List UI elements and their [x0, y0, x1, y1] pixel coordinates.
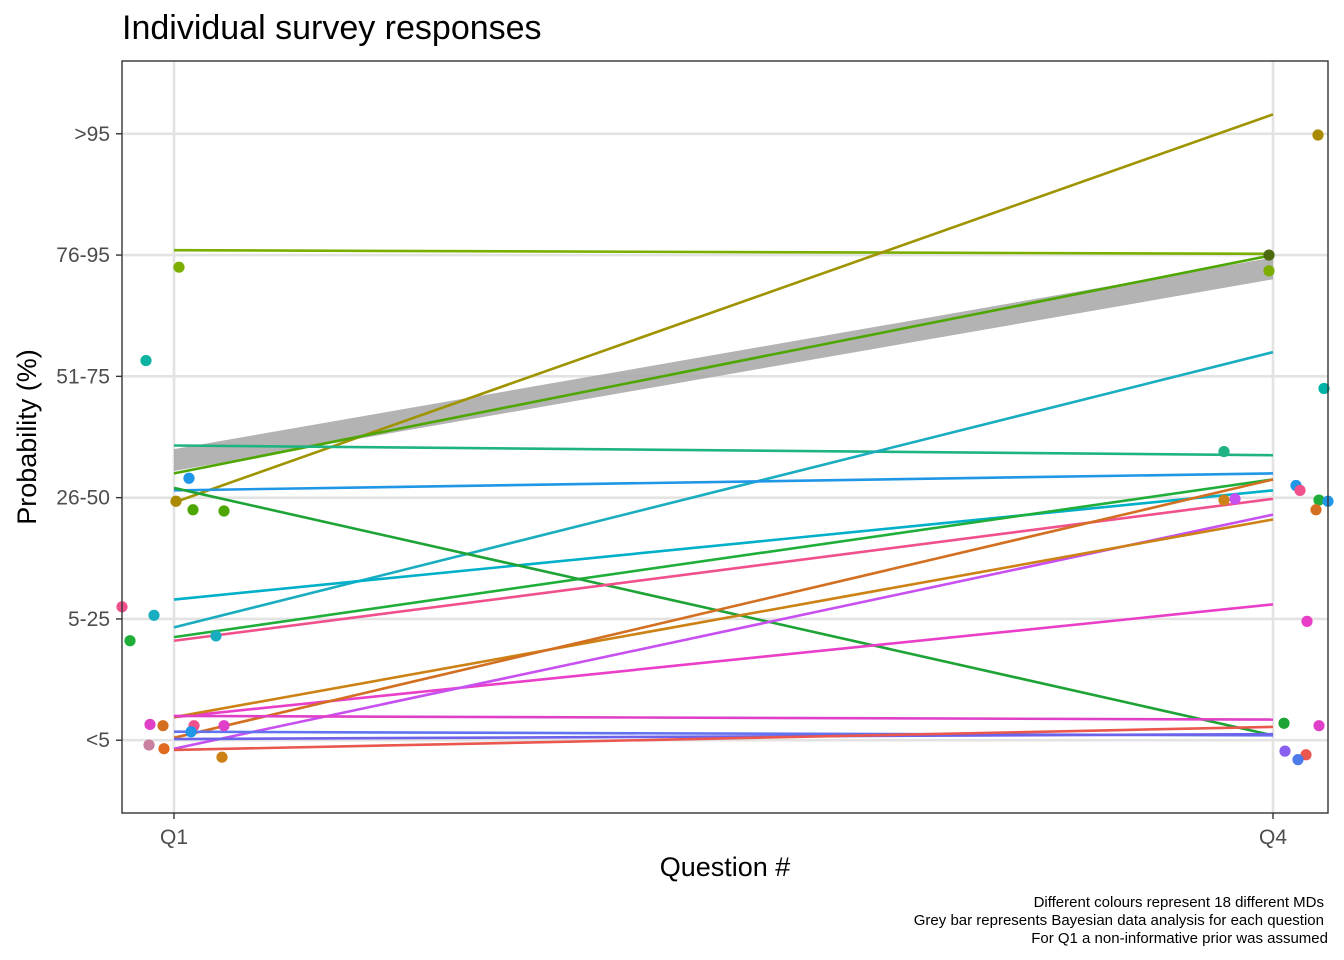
- series-line: [173, 603, 1274, 719]
- caption-line-3: For Q1 a non-informative prior was assum…: [1031, 930, 1328, 947]
- data-point: [173, 261, 185, 273]
- y-axis-title: Probability (%): [12, 349, 42, 525]
- data-point: [1218, 494, 1230, 506]
- data-point: [1301, 615, 1313, 627]
- y-tick-label: 5-25: [68, 608, 110, 631]
- data-points: [116, 129, 1334, 766]
- x-tick-label: Q4: [1259, 826, 1287, 849]
- data-point: [158, 743, 170, 755]
- data-point: [1263, 265, 1275, 277]
- series-line: [173, 489, 1274, 601]
- data-point: [1313, 720, 1325, 732]
- series-line: [173, 472, 1274, 492]
- x-tick-label: Q1: [160, 826, 188, 849]
- y-tick-label: >95: [74, 123, 110, 146]
- series-lines: [173, 113, 1274, 752]
- data-point: [218, 505, 230, 517]
- series-line: [173, 725, 1274, 752]
- data-point: [216, 751, 228, 763]
- x-axis-ticks: Q1 Q4: [160, 813, 1287, 849]
- data-point: [187, 504, 199, 516]
- data-point: [218, 720, 230, 732]
- series-line: [173, 714, 1274, 721]
- series-line: [173, 113, 1274, 504]
- data-point: [148, 609, 160, 621]
- data-point: [1263, 249, 1275, 261]
- y-tick-label: <5: [86, 729, 110, 752]
- series-line: [173, 478, 1274, 639]
- data-point: [1310, 504, 1322, 516]
- data-point: [1313, 494, 1325, 506]
- series-line: [173, 350, 1274, 629]
- data-point: [1294, 484, 1306, 496]
- caption-line-1: Different colours represent 18 different…: [1034, 894, 1324, 911]
- y-tick-label: 51-75: [56, 365, 110, 388]
- caption-line-2: Grey bar represents Bayesian data analys…: [914, 912, 1324, 929]
- x-axis-title: Question #: [660, 852, 791, 882]
- y-tick-label: 76-95: [56, 244, 110, 267]
- series-line: [173, 444, 1274, 457]
- data-point: [140, 354, 152, 367]
- series-line: [173, 518, 1274, 719]
- data-point: [144, 718, 156, 731]
- data-point: [210, 630, 222, 642]
- data-point: [1279, 745, 1291, 757]
- data-point: [124, 635, 136, 647]
- data-point: [185, 726, 197, 738]
- data-point: [183, 472, 195, 484]
- series-line: [173, 732, 1274, 741]
- data-point: [1229, 493, 1241, 505]
- data-point: [1218, 445, 1230, 458]
- data-point: [143, 739, 155, 751]
- data-point: [1292, 754, 1304, 766]
- chart-title: Individual survey responses: [122, 9, 542, 47]
- series-line: [173, 478, 1274, 740]
- data-point: [1312, 129, 1324, 141]
- data-point: [157, 720, 169, 732]
- series-line: [173, 253, 1274, 475]
- y-tick-label: 26-50: [56, 487, 110, 510]
- grid: [122, 61, 1328, 813]
- data-point: [170, 495, 182, 507]
- y-axis-ticks: <5 5-25 26-50 51-75 76-95 >95: [56, 123, 122, 752]
- series-line: [173, 486, 1274, 737]
- series-line: [173, 248, 1274, 256]
- plot-panel-border: [121, 60, 1329, 814]
- data-point: [1318, 382, 1330, 395]
- data-point: [1278, 717, 1290, 729]
